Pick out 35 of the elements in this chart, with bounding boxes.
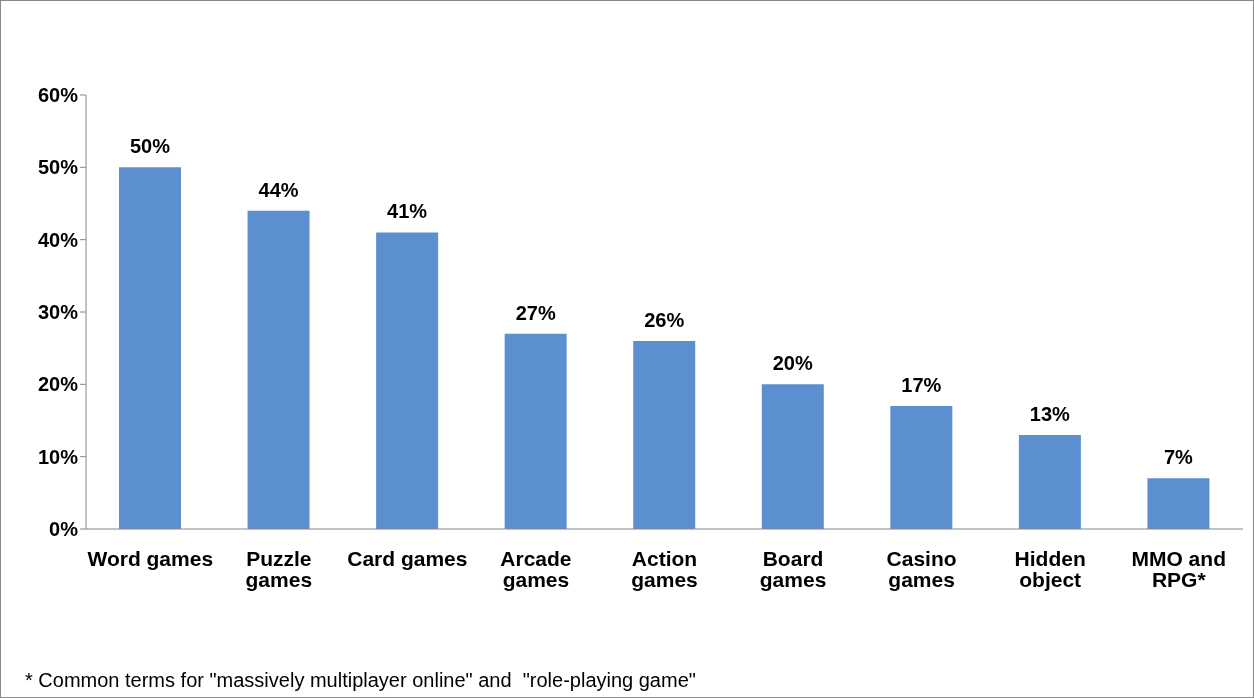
data-label: 13% xyxy=(1029,402,1071,425)
data-label: 26% xyxy=(644,308,685,331)
bar xyxy=(761,384,824,529)
bar xyxy=(633,340,696,529)
x-tick-label: Hidden object xyxy=(1014,546,1086,591)
text: * Common terms for "massively multiplayer online" and "role-playing game" xyxy=(25,669,696,692)
bar xyxy=(376,232,439,529)
data-label: 7% xyxy=(1163,446,1194,469)
x-tick-label: MMO and RPG* xyxy=(1131,546,1226,591)
data-label: 50% xyxy=(129,135,171,158)
x-tick-label: Action games xyxy=(631,546,698,591)
x-tick-label: Card games xyxy=(347,546,468,570)
x-tick-label: Arcade games xyxy=(500,546,572,591)
bar xyxy=(504,333,567,529)
data-label: 27% xyxy=(515,301,556,324)
y-tick-label: 0% xyxy=(49,518,79,541)
y-tick-label: 60% xyxy=(37,84,79,107)
y-tick-label: 40% xyxy=(37,228,79,251)
x-tick-label: Casino games xyxy=(886,546,957,591)
bar xyxy=(1147,478,1210,529)
bar xyxy=(1018,434,1081,529)
bar xyxy=(119,167,181,529)
data-label: 17% xyxy=(901,374,942,397)
bar xyxy=(890,406,953,529)
data-label: 44% xyxy=(258,178,299,201)
y-tick-label: 10% xyxy=(37,445,79,468)
x-tick-label: Puzzle games xyxy=(245,546,313,591)
data-label: 20% xyxy=(772,352,814,375)
y-tick-label: 20% xyxy=(37,373,79,396)
y-tick-label: 50% xyxy=(37,156,79,179)
bar xyxy=(247,210,310,529)
data-label: 41% xyxy=(387,200,428,223)
x-tick-label: Board games xyxy=(759,546,827,591)
y-tick-label: 30% xyxy=(37,301,79,324)
x-tick-label: Word games xyxy=(87,546,214,570)
